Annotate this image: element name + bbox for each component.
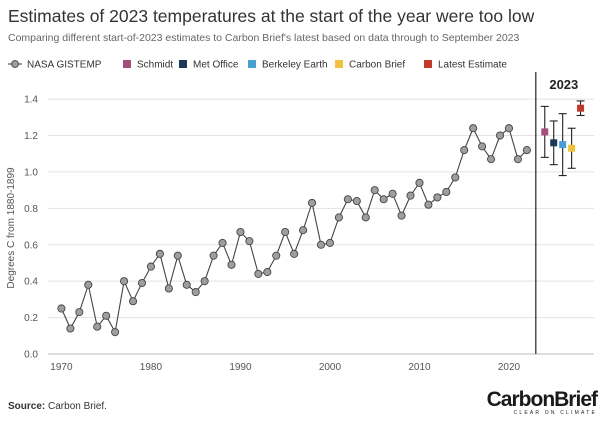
estimate-marker (541, 128, 549, 136)
nasa-gistemp-point (137, 278, 147, 288)
nasa-gistemp-point (236, 227, 245, 237)
nasa-gistemp-point (272, 251, 281, 260)
nasa-gistemp-point (352, 197, 361, 206)
legend-swatch (248, 60, 256, 68)
nasa-gistemp-point (504, 124, 514, 133)
legend-label: Schmidt (137, 60, 173, 71)
nasa-gistemp-point (307, 198, 317, 207)
nasa-gistemp-point (102, 311, 111, 320)
nasa-gistemp-point (522, 146, 531, 155)
estimate-marker (577, 104, 585, 112)
nasa-gistemp-point (495, 131, 505, 140)
x-tick-label: 2020 (498, 362, 521, 373)
nasa-gistemp-point (128, 297, 138, 306)
legend-swatch (179, 60, 187, 68)
legend-swatch (424, 60, 432, 68)
nasa-gistemp-point (370, 186, 379, 195)
nasa-gistemp-point (424, 200, 433, 209)
legend-label: Met Office (193, 60, 239, 71)
nasa-gistemp-point (388, 189, 397, 198)
nasa-gistemp-point (155, 249, 164, 258)
nasa-gistemp-point (263, 268, 272, 277)
nasa-gistemp-point (75, 308, 84, 317)
nasa-gistemp-point (209, 251, 218, 260)
x-tick-label: 2010 (408, 362, 431, 373)
legend-swatch (335, 60, 343, 68)
y-tick-label: 1.2 (24, 131, 38, 142)
legend-swatch (123, 60, 131, 68)
nasa-gistemp-point (316, 240, 326, 249)
nasa-gistemp-point (191, 288, 200, 297)
nasa-gistemp-point (254, 269, 263, 278)
nasa-gistemp-point (84, 280, 93, 289)
y-tick-label: 0.2 (24, 313, 38, 324)
y-tick-label: 0.4 (24, 277, 38, 288)
legend-label: Latest Estimate (438, 60, 507, 71)
nasa-gistemp-point (415, 178, 424, 187)
source-label: Source: (8, 401, 46, 412)
nasa-gistemp-point (343, 195, 352, 204)
nasa-gistemp-point (245, 237, 254, 246)
nasa-gistemp-point (406, 191, 415, 200)
nasa-gistemp-point (182, 280, 191, 289)
year-divider-label: 2023 (549, 77, 578, 92)
nasa-gistemp-point (66, 324, 75, 333)
nasa-gistemp-point (111, 328, 120, 337)
logo-wordmark: CarbonBrief (486, 388, 598, 411)
x-tick-label: 1990 (229, 362, 252, 373)
nasa-gistemp-point (361, 213, 370, 222)
nasa-gistemp-point (397, 211, 406, 220)
estimate-marker (550, 139, 558, 147)
y-tick-label: 0.6 (24, 240, 38, 251)
nasa-gistemp-point (460, 146, 469, 155)
nasa-gistemp-point (478, 142, 487, 151)
logo-tagline: CLEAR ON CLIMATE (513, 410, 597, 416)
legend-label: NASA GISTEMP (27, 60, 102, 71)
nasa-gistemp-point (93, 322, 102, 331)
nasa-gistemp-point (299, 226, 308, 235)
chart-title: Estimates of 2023 temperatures at the st… (8, 6, 535, 26)
nasa-gistemp-point (281, 227, 290, 237)
nasa-gistemp-point (200, 277, 209, 286)
y-tick-label: 0.0 (24, 350, 38, 361)
nasa-gistemp-point (146, 262, 155, 271)
estimate-marker (568, 144, 576, 152)
nasa-gistemp-point (433, 193, 442, 202)
nasa-gistemp-point (173, 251, 182, 260)
y-tick-label: 1.4 (24, 95, 38, 106)
nasa-gistemp-point (451, 173, 460, 182)
source-text: Carbon Brief. (48, 401, 107, 412)
legend-label: Carbon Brief (349, 60, 405, 71)
nasa-gistemp-point (379, 195, 388, 204)
chart-subtitle: Comparing different start-of-2023 estima… (8, 32, 520, 44)
estimate-marker (559, 141, 567, 149)
x-tick-label: 2000 (319, 362, 342, 373)
nasa-gistemp-point (227, 260, 236, 269)
legend-label: Berkeley Earth (262, 60, 328, 71)
y-axis-label: Degrees C from 1880-1899 (6, 167, 17, 289)
nasa-gistemp-point (487, 155, 496, 164)
nasa-gistemp-point (513, 155, 522, 164)
legend-nasa-marker (11, 60, 19, 68)
source-note: Source: Carbon Brief. (8, 401, 107, 412)
nasa-gistemp-point (218, 238, 227, 247)
x-tick-label: 1980 (140, 362, 163, 373)
nasa-gistemp-point (57, 304, 66, 313)
nasa-gistemp-point (120, 277, 129, 286)
carbon-brief-logo: CarbonBrief CLEAR ON CLIMATE (486, 388, 598, 416)
nasa-gistemp-point (325, 238, 335, 247)
y-tick-label: 0.8 (24, 204, 38, 215)
nasa-gistemp-point (442, 187, 451, 197)
nasa-gistemp-point (290, 249, 299, 258)
x-tick-label: 1970 (50, 362, 73, 373)
nasa-gistemp-point (164, 284, 173, 293)
y-tick-label: 1.0 (24, 167, 38, 178)
nasa-gistemp-point (469, 124, 478, 133)
nasa-gistemp-point (334, 213, 343, 222)
